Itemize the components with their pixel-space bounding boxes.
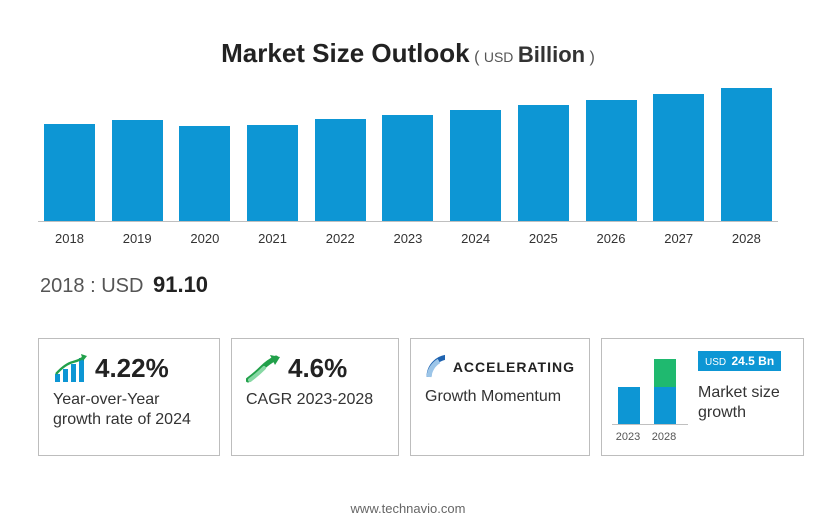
growth-sub: Market size growth	[698, 383, 793, 423]
growth-badge-value: 24.5 Bn	[731, 354, 774, 368]
card-yoy: 4.22% Year-over-Year growth rate of 2024	[38, 338, 220, 456]
growth-arrow-icon	[246, 354, 280, 384]
bar-2023	[382, 115, 433, 222]
mini-label-2023: 2023	[614, 431, 642, 443]
title-scale: Billion	[518, 42, 585, 67]
bar-2028	[721, 88, 772, 222]
bar-2018	[44, 124, 95, 222]
bar-2027	[653, 94, 704, 222]
chart-baseline	[38, 221, 778, 222]
bar-label-2024: 2024	[450, 231, 501, 246]
momentum-sub: Growth Momentum	[425, 387, 575, 407]
bar-label-2022: 2022	[315, 231, 366, 246]
mini-label-2028: 2028	[650, 431, 678, 443]
mini-bar-2023	[618, 387, 640, 425]
cagr-value: 4.6%	[288, 353, 347, 384]
bar-label-2020: 2020	[179, 231, 230, 246]
mini-chart: 2023 2028	[612, 351, 688, 443]
footer-source: www.technavio.com	[0, 501, 816, 516]
mini-bar-2028-base	[654, 387, 676, 425]
title-main: Market Size Outlook	[221, 38, 470, 68]
bar-2019	[112, 120, 163, 222]
bar-2026	[586, 100, 637, 222]
highlight-year: 2018	[40, 275, 85, 297]
mini-bar-2028-top	[654, 359, 676, 387]
card-growth: 2023 2028 USD 24.5 Bn Market size growth	[601, 338, 804, 456]
bar-2025	[518, 105, 569, 222]
bar-label-2026: 2026	[586, 231, 637, 246]
highlight-line: 2018 : USD 91.10	[40, 272, 816, 298]
bar-label-2018: 2018	[44, 231, 95, 246]
bar-2022	[315, 119, 366, 222]
bar-2024	[450, 110, 501, 222]
gauge-icon	[425, 353, 445, 381]
yoy-sub: Year-over-Year growth rate of 2024	[53, 390, 205, 430]
card-cagr: 4.6% CAGR 2023-2028	[231, 338, 399, 456]
bar-label-2021: 2021	[247, 231, 298, 246]
bar-chart: 2018 2019 2020 2021 2022 2023 2024 2025 2026 2027…	[38, 81, 778, 246]
bar-label-2023: 2023	[382, 231, 433, 246]
title-currency: USD	[484, 49, 514, 65]
highlight-currency: USD	[101, 275, 143, 297]
stat-cards: 4.22% Year-over-Year growth rate of 2024…	[38, 338, 780, 456]
momentum-label: ACCELERATING	[453, 359, 575, 375]
growth-badge: USD 24.5 Bn	[698, 351, 781, 371]
highlight-value: 91.10	[153, 272, 208, 297]
cagr-sub: CAGR 2023-2028	[246, 390, 384, 410]
card-momentum: ACCELERATING Growth Momentum	[410, 338, 590, 456]
growth-bars-icon	[53, 354, 87, 384]
bar-2021	[247, 125, 298, 222]
bar-label-2019: 2019	[112, 231, 163, 246]
title-paren: ( USD Billion )	[474, 49, 595, 66]
yoy-value: 4.22%	[95, 353, 169, 384]
chart-title: Market Size Outlook ( USD Billion )	[0, 0, 816, 77]
growth-badge-currency: USD	[705, 357, 726, 368]
bar-label-2025: 2025	[518, 231, 569, 246]
bar-2020	[179, 126, 230, 222]
mini-baseline	[612, 424, 688, 425]
bar-label-2028: 2028	[721, 231, 772, 246]
bar-label-2027: 2027	[653, 231, 704, 246]
